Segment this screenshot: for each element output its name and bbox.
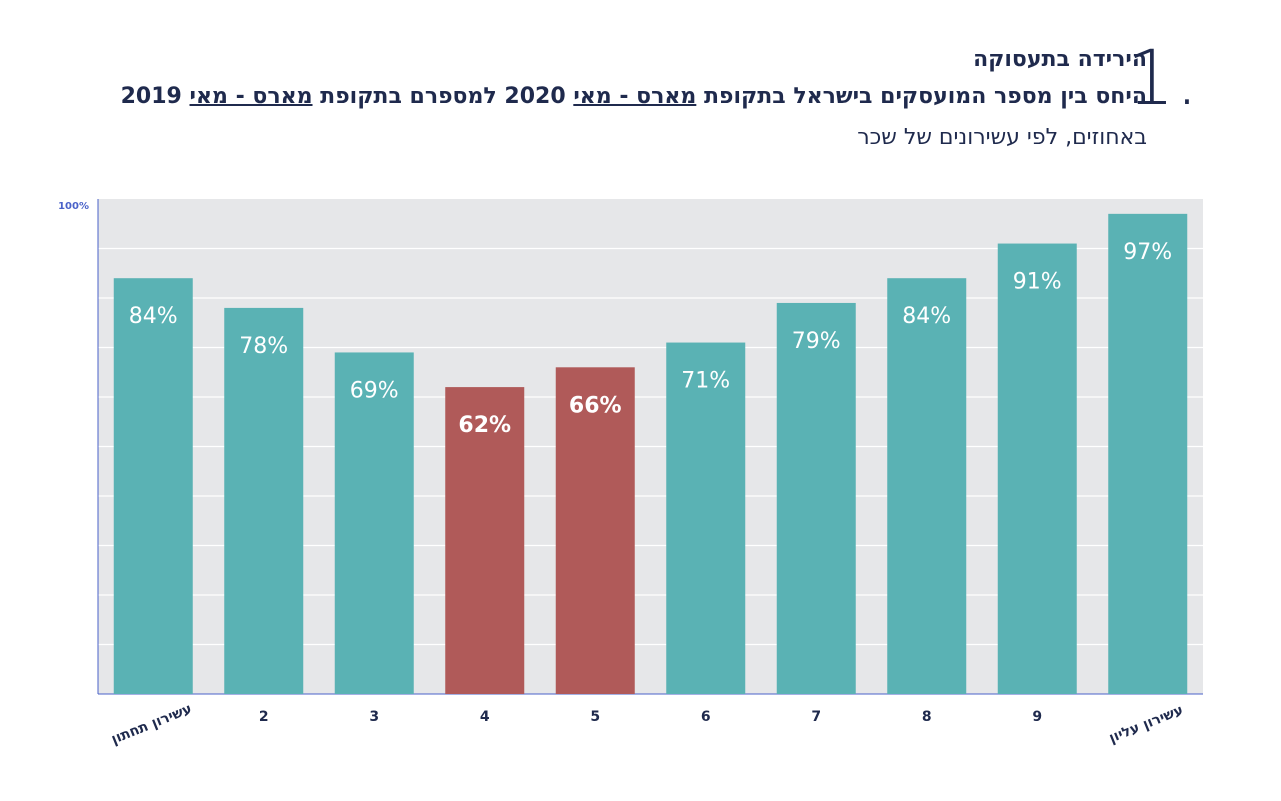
chart-title: הירידה בתעסוקה (973, 47, 1147, 72)
x-tick-label: 3 (369, 709, 379, 725)
y-tick-label: 100% (58, 201, 89, 212)
x-tick-label: 8 (922, 709, 932, 725)
bar (113, 278, 193, 694)
bar-value-label: 91% (1013, 270, 1062, 295)
subtitle-part: 2019 (120, 84, 190, 109)
bar-value-label: 79% (792, 329, 841, 354)
x-tick-label: 2 (259, 709, 269, 725)
x-tick-label: 7 (811, 709, 821, 725)
subtitle-part: מארס - מאי (573, 84, 697, 109)
subtitle-part: 2020 למספרם בתקופת (312, 84, 574, 109)
bar-value-label: 97% (1123, 240, 1172, 265)
bar-value-label: 66% (569, 393, 622, 418)
subtitle-part: היחס בין מספר המועסקים בישראל בתקופת (696, 84, 1147, 109)
bar (776, 302, 856, 694)
subtitle-part: מארס - מאי (189, 84, 313, 109)
bar-value-label: 78% (239, 334, 288, 359)
bar (445, 387, 525, 694)
bar (887, 278, 967, 694)
chart-header: 1. הירידה בתעסוקה היחס בין מספר המועסקים… (0, 0, 1281, 170)
bar-value-label: 84% (902, 304, 951, 329)
bar (334, 352, 414, 694)
x-tick-label: 4 (480, 709, 490, 725)
bar (224, 307, 304, 694)
x-tick-label: 9 (1032, 709, 1042, 725)
x-tick-label: עשירון עליון (1107, 702, 1186, 746)
x-tick-label: עשירון תחתון (109, 701, 194, 748)
bar-value-label: 84% (129, 304, 178, 329)
bar (666, 342, 746, 694)
bar (997, 243, 1077, 695)
bar (555, 367, 635, 694)
chart-subtitle: היחס בין מספר המועסקים בישראל בתקופת מאר… (121, 84, 1147, 109)
bar-value-label: 69% (350, 378, 399, 403)
bar (1108, 213, 1188, 694)
bar-value-label: 62% (458, 413, 511, 438)
bar-value-label: 71% (681, 369, 730, 394)
chart-number: 1. (1126, 33, 1199, 122)
x-tick-label: 6 (701, 709, 711, 725)
chart-caption: באחוזים, לפי עשירונים של שכר (857, 125, 1147, 150)
x-tick-label: 5 (590, 709, 600, 725)
